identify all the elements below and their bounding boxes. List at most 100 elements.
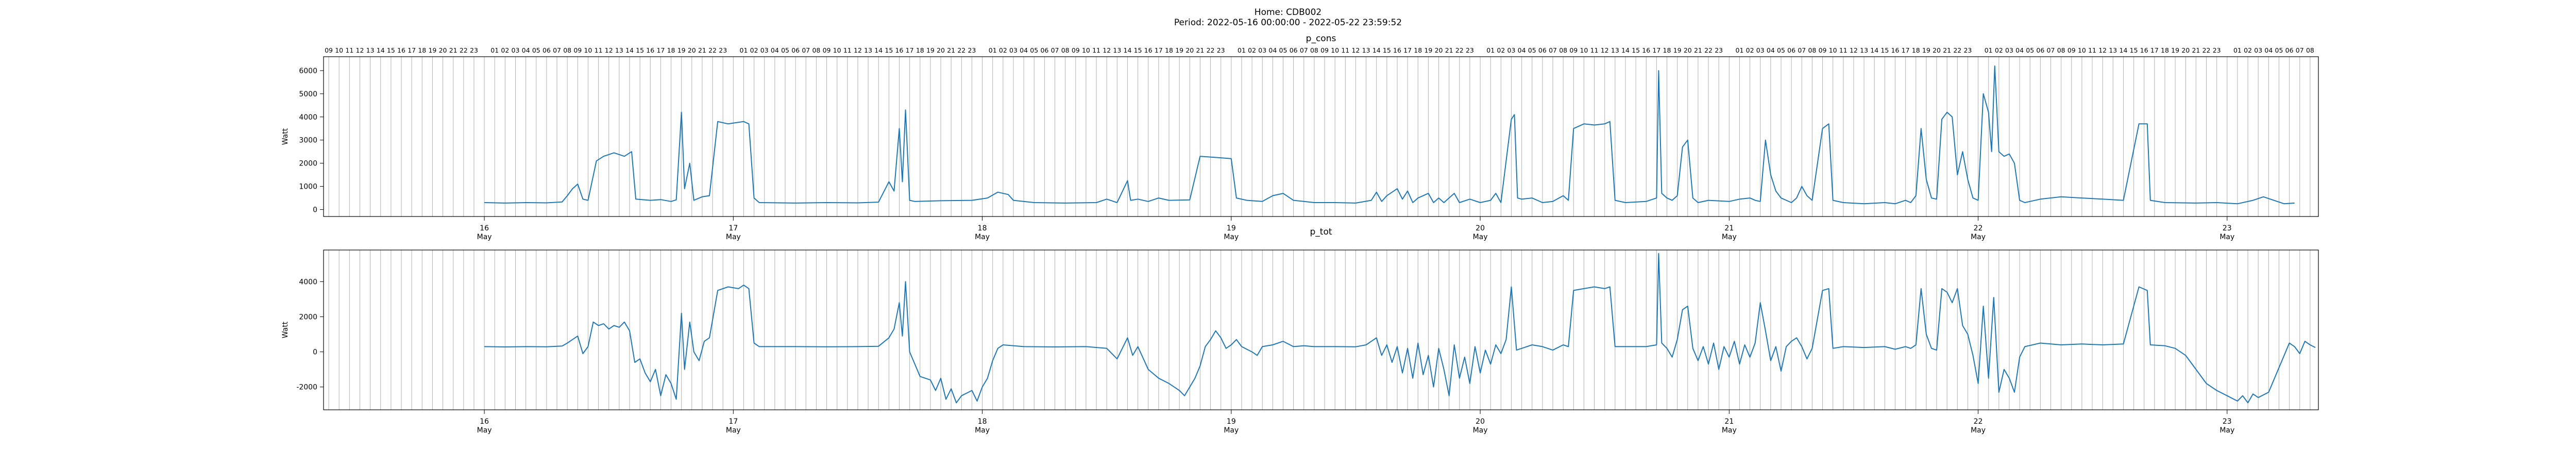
hour-label: 20	[937, 46, 945, 54]
hour-label: 20	[1435, 46, 1443, 54]
x-tick-day: 21	[1724, 224, 1734, 232]
hour-label: 05	[1279, 46, 1287, 54]
hour-label: 07	[1798, 46, 1806, 54]
hour-label: 22	[460, 46, 468, 54]
hour-label: 01	[1736, 46, 1744, 54]
hour-label: 12	[1601, 46, 1609, 54]
hour-label: 22	[708, 46, 717, 54]
x-tick-month: May	[1722, 233, 1737, 241]
hour-label: 07	[553, 46, 561, 54]
hour-label: 15	[2130, 46, 2138, 54]
hour-label: 15	[1134, 46, 1142, 54]
hour-label: 06	[1787, 46, 1795, 54]
y-tick-label: 4000	[299, 113, 317, 122]
hour-label: 23	[1217, 46, 1225, 54]
figure-title-period: Period: 2022-05-16 00:00:00 - 2022-05-22…	[1174, 18, 1402, 28]
hour-label: 14	[874, 46, 883, 54]
hour-label: 19	[1175, 46, 1183, 54]
hour-label: 12	[356, 46, 364, 54]
y-axis-label: Watt	[281, 128, 290, 145]
hour-label: 02	[1497, 46, 1505, 54]
chart-panel-p-cons: p_cons0100020003000400050006000Watt16May…	[281, 34, 2319, 241]
hour-label: 16	[646, 46, 654, 54]
x-tick-day: 23	[2223, 224, 2232, 232]
hour-label: 10	[833, 46, 841, 54]
hour-label: 11	[1590, 46, 1599, 54]
hourly-grid	[328, 250, 2311, 410]
hour-label: 13	[1611, 46, 1619, 54]
hour-label: 21	[1943, 46, 1951, 54]
hour-label: 09	[1819, 46, 1827, 54]
hour-label: 15	[1632, 46, 1640, 54]
x-tick-month: May	[1473, 233, 1488, 241]
y-tick-label: 5000	[299, 90, 317, 98]
y-tick-label: -2000	[296, 384, 317, 392]
hour-label: 16	[2140, 46, 2148, 54]
hour-label: 18	[1414, 46, 1422, 54]
hour-label: 22	[1953, 46, 1961, 54]
hour-label: 06	[1538, 46, 1547, 54]
x-tick-month: May	[726, 233, 741, 241]
hour-label: 06	[1290, 46, 1298, 54]
hour-label: 07	[1549, 46, 1557, 54]
hour-label: 18	[1663, 46, 1671, 54]
hour-label: 17	[1902, 46, 1910, 54]
hour-label: 08	[1310, 46, 1318, 54]
x-tick-month: May	[1971, 233, 1986, 241]
hour-label: 16	[1891, 46, 1900, 54]
hour-label: 11	[1092, 46, 1100, 54]
hour-label: 03	[760, 46, 769, 54]
hour-label: 18	[2161, 46, 2169, 54]
hour-label: 13	[615, 46, 623, 54]
hour-label: 02	[501, 46, 509, 54]
x-tick-month: May	[1473, 426, 1488, 435]
hour-label: 13	[366, 46, 375, 54]
hour-label: 17	[1155, 46, 1163, 54]
hour-label: 15	[636, 46, 644, 54]
x-tick-day: 16	[480, 418, 489, 426]
hour-label: 10	[335, 46, 343, 54]
x-tick-month: May	[1224, 233, 1239, 241]
hour-label: 13	[1860, 46, 1868, 54]
hour-label: 19	[428, 46, 436, 54]
hour-label: 14	[1124, 46, 1132, 54]
hour-label: 19	[1424, 46, 1432, 54]
hour-label: 03	[2254, 46, 2262, 54]
hour-label: 10	[1580, 46, 1588, 54]
hour-label: 03	[1258, 46, 1266, 54]
hour-label: 15	[885, 46, 893, 54]
hour-label: 02	[999, 46, 1007, 54]
hour-label: 17	[656, 46, 665, 54]
hour-label: 17	[1652, 46, 1660, 54]
y-tick-label: 0	[313, 348, 317, 357]
hour-label: 14	[1621, 46, 1630, 54]
hour-label: 21	[1445, 46, 1453, 54]
hour-label: 05	[1030, 46, 1038, 54]
hour-label: 16	[1642, 46, 1650, 54]
y-tick-label: 3000	[299, 137, 317, 145]
axes-frame	[323, 56, 2319, 217]
hour-label: 17	[906, 46, 914, 54]
hour-label: 21	[698, 46, 706, 54]
hour-label: 08	[1559, 46, 1567, 54]
hour-label: 02	[2244, 46, 2252, 54]
hour-label: 14	[1870, 46, 1878, 54]
x-tick-month: May	[477, 426, 492, 435]
hour-label: 04	[1268, 46, 1277, 54]
hour-label: 10	[584, 46, 592, 54]
hour-label: 17	[408, 46, 416, 54]
hour-label: 13	[864, 46, 872, 54]
hour-label: 03	[512, 46, 520, 54]
hour-label: 14	[1372, 46, 1381, 54]
hour-label: 01	[989, 46, 997, 54]
hour-label: 01	[1985, 46, 1993, 54]
hour-label: 20	[688, 46, 696, 54]
hour-label: 20	[1684, 46, 1692, 54]
hour-label: 23	[1466, 46, 1474, 54]
y-tick-label: 6000	[299, 67, 317, 75]
hour-label: 14	[2120, 46, 2128, 54]
hour-label: 13	[1362, 46, 1370, 54]
x-tick-day: 23	[2223, 418, 2232, 426]
hour-label: 02	[1248, 46, 1256, 54]
hour-label: 08	[2057, 46, 2065, 54]
